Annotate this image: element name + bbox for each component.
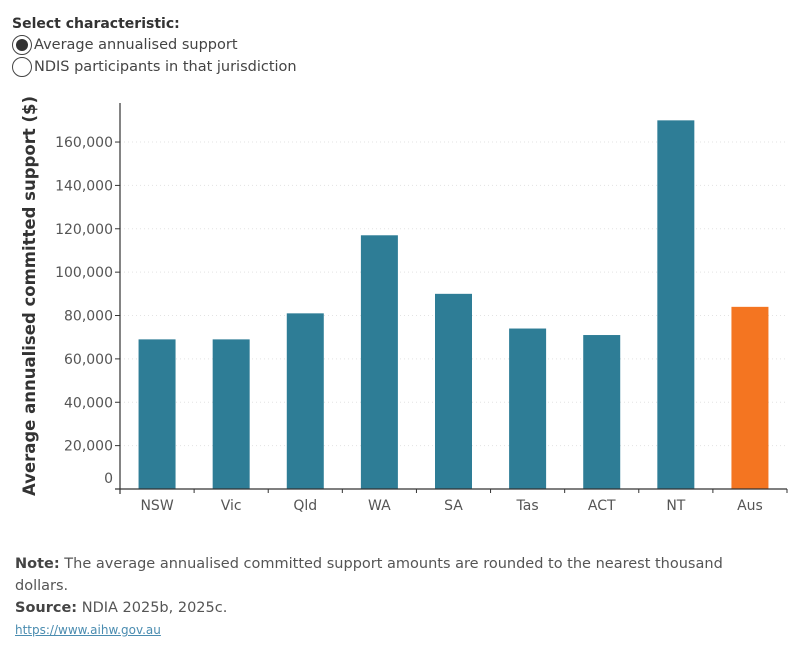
- y-axis-title: Average annualised committed support ($): [20, 96, 39, 496]
- x-tick-label: NSW: [140, 498, 173, 514]
- radio-label: Average annualised support: [34, 37, 238, 53]
- bar-wa[interactable]: [360, 235, 398, 489]
- chart-footer: Note: The average annualised committed s…: [15, 553, 775, 641]
- x-tick-label: ACT: [588, 498, 616, 514]
- x-tick-label: WA: [368, 498, 391, 514]
- radio-option-average-support[interactable]: Average annualised support: [12, 34, 297, 56]
- source-text: NDIA 2025b, 2025c.: [77, 600, 228, 616]
- radio-checked-icon[interactable]: [12, 35, 32, 55]
- x-tick-label: Aus: [737, 498, 763, 514]
- bar-vic[interactable]: [212, 339, 250, 489]
- x-tick-label: NT: [666, 498, 685, 514]
- radio-unchecked-icon[interactable]: [12, 57, 32, 77]
- selector-title: Select characteristic:: [12, 16, 180, 32]
- characteristic-selector: Select characteristic: Average annualise…: [12, 14, 297, 78]
- x-axis-ticks: NSW Vic Qld WA SA Tas ACT NT Aus: [140, 489, 788, 514]
- bar-chart: 0 20,000 40,000 60,000 80,000 100,000 120,000 1…: [20, 96, 788, 514]
- bar-nsw[interactable]: [138, 339, 176, 489]
- bar-qld[interactable]: [286, 313, 324, 489]
- y-tick-label: 140,000: [55, 178, 113, 194]
- note-label: Note:: [15, 556, 60, 572]
- axes: [115, 103, 787, 494]
- y-tick-label: 100,000: [55, 265, 113, 281]
- y-tick-label: 160,000: [55, 135, 113, 151]
- y-tick-label: 80,000: [64, 309, 113, 325]
- y-tick-label: 40,000: [64, 395, 113, 411]
- x-tick-label: Tas: [516, 498, 539, 514]
- bar-sa[interactable]: [435, 293, 472, 489]
- note: Note: The average annualised committed s…: [15, 553, 775, 597]
- x-tick-label: Qld: [293, 498, 317, 514]
- x-tick-label: Vic: [221, 498, 242, 514]
- y-tick-label: 120,000: [55, 222, 113, 238]
- aihw-link[interactable]: https://www.aihw.gov.au: [15, 623, 161, 637]
- y-tick-label: 60,000: [64, 352, 113, 368]
- note-text: The average annualised committed support…: [15, 556, 723, 594]
- bar-tas[interactable]: [509, 328, 547, 489]
- y-tick-label: 0: [104, 471, 113, 487]
- radio-option-ndis-participants[interactable]: NDIS participants in that jurisdiction: [12, 56, 297, 78]
- bar-act[interactable]: [583, 335, 621, 489]
- bar-aus[interactable]: [731, 306, 769, 489]
- y-axis-ticks: 0 20,000 40,000 60,000 80,000 100,000 120,000 1…: [55, 135, 120, 490]
- source-label: Source:: [15, 600, 78, 616]
- x-tick-label: SA: [444, 498, 463, 514]
- source: Source: NDIA 2025b, 2025c.: [15, 597, 775, 619]
- y-tick-label: 20,000: [64, 439, 113, 455]
- bar-nt[interactable]: [657, 120, 695, 489]
- bars: [138, 120, 769, 489]
- radio-label: NDIS participants in that jurisdiction: [34, 59, 297, 75]
